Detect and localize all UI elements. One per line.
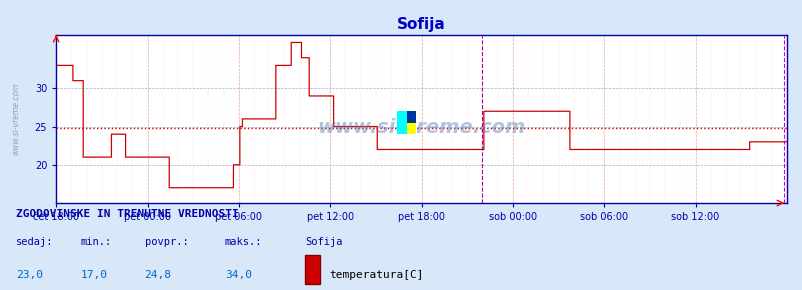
Text: www.si-vreme.com: www.si-vreme.com bbox=[11, 83, 21, 155]
Text: min.:: min.: bbox=[80, 237, 111, 247]
Bar bbox=[305, 255, 319, 284]
Text: 17,0: 17,0 bbox=[80, 270, 107, 280]
Text: temperatura[C]: temperatura[C] bbox=[329, 270, 423, 280]
Text: maks.:: maks.: bbox=[225, 237, 262, 247]
Bar bbox=[407, 111, 416, 123]
Text: 34,0: 34,0 bbox=[225, 270, 252, 280]
Text: sedaj:: sedaj: bbox=[16, 237, 54, 247]
Text: 23,0: 23,0 bbox=[16, 270, 43, 280]
Text: ZGODOVINSKE IN TRENUTNE VREDNOSTI: ZGODOVINSKE IN TRENUTNE VREDNOSTI bbox=[16, 209, 238, 219]
Title: Sofija: Sofija bbox=[397, 17, 445, 32]
Text: 24,8: 24,8 bbox=[144, 270, 172, 280]
Text: povpr.:: povpr.: bbox=[144, 237, 188, 247]
Bar bbox=[407, 123, 416, 135]
Text: Sofija: Sofija bbox=[305, 237, 342, 247]
Text: www.si-vreme.com: www.si-vreme.com bbox=[317, 118, 525, 137]
Bar bbox=[397, 111, 416, 135]
